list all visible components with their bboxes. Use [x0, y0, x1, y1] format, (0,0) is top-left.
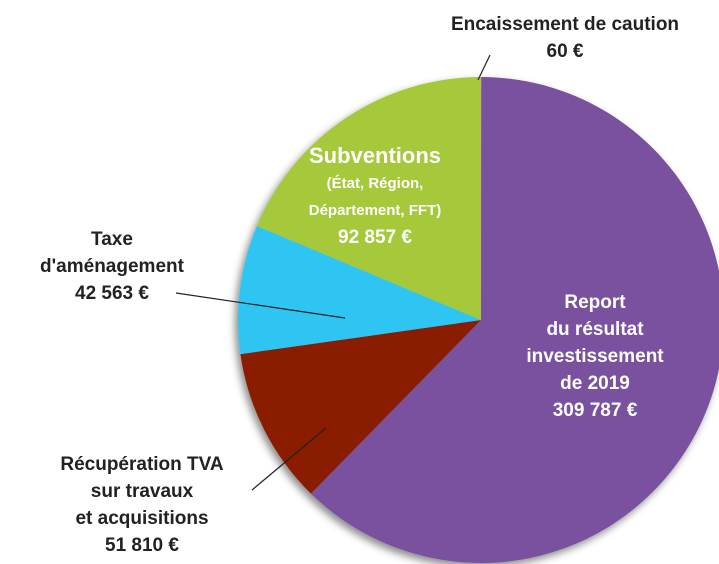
pie-slice — [240, 320, 481, 494]
slice-value: 92 857 € — [338, 227, 412, 248]
slice-label: sur travaux — [91, 481, 194, 502]
slice-label: d'aménagement — [40, 256, 185, 277]
slice-label: investissement — [526, 346, 664, 367]
slice-label: Report — [564, 292, 626, 313]
pie — [238, 77, 719, 563]
slice-label: Récupération TVA — [60, 454, 224, 475]
slice-label: et acquisitions — [75, 508, 208, 529]
slice-value: 51 810 € — [105, 535, 179, 556]
pie-slice — [256, 77, 481, 320]
slice-value: 309 787 € — [553, 400, 638, 421]
slice-label: du résultat — [546, 319, 644, 340]
pie-slice — [310, 77, 719, 563]
leader-line — [477, 54, 491, 81]
slice-value: 42 563 € — [75, 283, 149, 304]
slice-value: 60 € — [547, 41, 584, 62]
slice-label: Taxe — [91, 229, 133, 250]
pie-slice — [238, 226, 481, 355]
slice-label: Département, FFT) — [309, 202, 442, 219]
slice-label: de 2019 — [560, 373, 630, 394]
leader-line — [175, 292, 346, 319]
slice-label: Encaissement de caution — [451, 14, 679, 35]
slice-label: (État, Région, — [327, 175, 424, 192]
leader-line — [251, 427, 327, 491]
slice-label: Subventions — [309, 143, 441, 168]
